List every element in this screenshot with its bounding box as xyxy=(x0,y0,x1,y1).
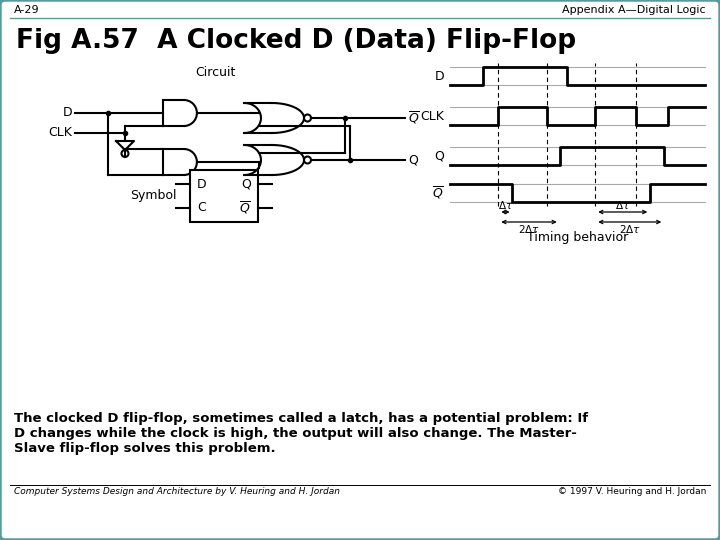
Text: Appendix A—Digital Logic: Appendix A—Digital Logic xyxy=(562,5,706,15)
Text: D: D xyxy=(197,178,207,191)
Text: Slave flip-flop solves this problem.: Slave flip-flop solves this problem. xyxy=(14,442,276,455)
Text: C: C xyxy=(197,201,206,214)
Text: D changes while the clock is high, the output will also change. The Master-: D changes while the clock is high, the o… xyxy=(14,427,577,440)
Text: A-29: A-29 xyxy=(14,5,40,15)
Text: D: D xyxy=(63,106,72,119)
Text: The clocked D flip-flop, sometimes called a latch, has a potential problem: If: The clocked D flip-flop, sometimes calle… xyxy=(14,412,588,425)
Text: Q: Q xyxy=(434,150,444,163)
Text: Fig A.57  A Clocked D (Data) Flip-Flop: Fig A.57 A Clocked D (Data) Flip-Flop xyxy=(16,28,576,54)
Text: $\Delta\tau$: $\Delta\tau$ xyxy=(498,199,513,211)
Text: $\overline{Q}$: $\overline{Q}$ xyxy=(408,110,420,126)
Text: CLK: CLK xyxy=(420,110,444,123)
Text: © 1997 V. Heuring and H. Jordan: © 1997 V. Heuring and H. Jordan xyxy=(557,488,706,496)
Text: D: D xyxy=(434,70,444,83)
Text: $2\Delta\tau$: $2\Delta\tau$ xyxy=(618,223,641,235)
Circle shape xyxy=(304,114,311,122)
Text: $\overline{Q}$: $\overline{Q}$ xyxy=(239,200,251,216)
Text: CLK: CLK xyxy=(48,126,72,139)
Text: $\Delta\tau$: $\Delta\tau$ xyxy=(615,199,631,211)
Text: $\overline{Q}$: $\overline{Q}$ xyxy=(432,185,444,201)
Text: $2\Delta\tau$: $2\Delta\tau$ xyxy=(518,223,540,235)
Text: Symbol: Symbol xyxy=(130,190,176,202)
Text: Timing behavior: Timing behavior xyxy=(527,231,628,244)
Bar xyxy=(190,170,258,222)
Circle shape xyxy=(304,157,311,164)
Text: Q: Q xyxy=(241,178,251,191)
Text: Computer Systems Design and Architecture by V. Heuring and H. Jordan: Computer Systems Design and Architecture… xyxy=(14,488,340,496)
Text: Circuit: Circuit xyxy=(195,65,235,78)
Circle shape xyxy=(122,150,128,157)
Text: Q: Q xyxy=(408,153,418,166)
